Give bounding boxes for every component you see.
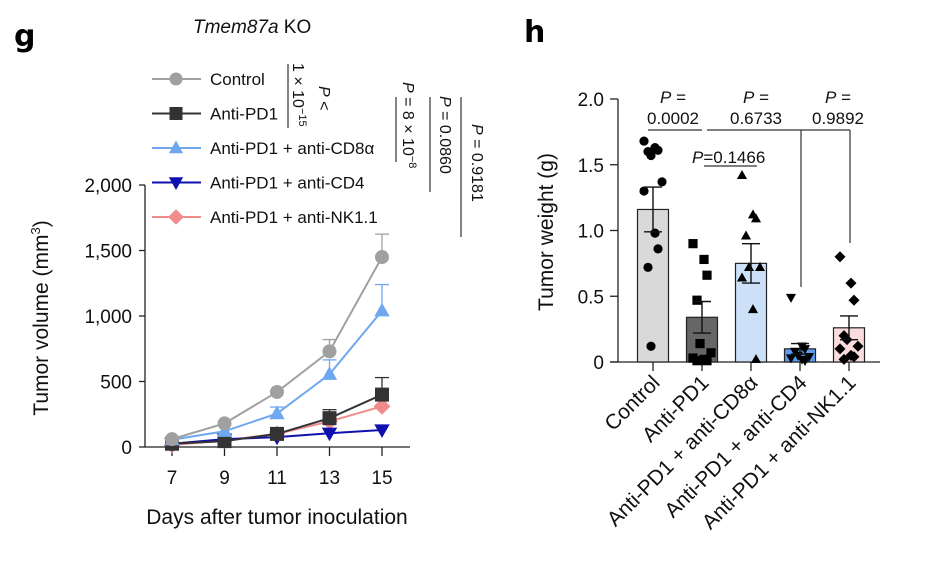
data-point bbox=[374, 302, 390, 317]
p-value-label: 0.9892 bbox=[812, 109, 864, 128]
data-point bbox=[373, 397, 391, 415]
y-tick-label: 1,500 bbox=[84, 242, 132, 263]
data-point bbox=[217, 416, 232, 431]
data-point bbox=[834, 251, 846, 263]
data-point bbox=[653, 244, 663, 254]
data-point bbox=[736, 169, 748, 179]
p-value-label: 0.6733 bbox=[730, 109, 782, 128]
data-point bbox=[322, 344, 337, 359]
data-point bbox=[375, 387, 389, 402]
legend-label: Anti-PD1 + anti-CD4 bbox=[210, 174, 364, 193]
y-tick-label: 500 bbox=[100, 373, 132, 394]
data-point bbox=[706, 348, 716, 358]
data-point bbox=[322, 411, 337, 426]
y-tick-label: 0 bbox=[121, 438, 132, 459]
chart-g-title-gene: Tmem87a bbox=[193, 17, 279, 38]
data-point bbox=[834, 343, 846, 355]
y-tick-label: 2.0 bbox=[578, 90, 604, 111]
data-point bbox=[688, 239, 698, 249]
p-value-label: P = bbox=[660, 88, 686, 107]
x-tick-label: 11 bbox=[267, 468, 287, 489]
data-point bbox=[750, 354, 762, 364]
x-axis-title: Days after tumor inoculation bbox=[146, 506, 407, 529]
data-point bbox=[269, 405, 285, 420]
data-point bbox=[374, 424, 390, 439]
data-point bbox=[838, 353, 850, 365]
data-point bbox=[692, 295, 702, 305]
data-point bbox=[799, 345, 811, 355]
data-point bbox=[702, 356, 712, 366]
p-value-label: P=0.1466 bbox=[692, 148, 765, 167]
data-point bbox=[692, 356, 702, 366]
data-point bbox=[702, 270, 712, 280]
x-tick-label: 9 bbox=[219, 468, 230, 489]
y-axis-title: Tumor weight (g) bbox=[535, 153, 558, 311]
data-point bbox=[653, 145, 663, 155]
data-point bbox=[321, 427, 338, 442]
panel-label-g: g bbox=[14, 19, 35, 54]
legend-label: Anti-PD1 bbox=[210, 105, 278, 124]
p-value-label: 0.0002 bbox=[647, 109, 699, 128]
y-tick-label: 0.5 bbox=[578, 287, 604, 308]
data-point bbox=[270, 384, 284, 399]
y-tick-label: 2,000 bbox=[84, 176, 132, 197]
data-point bbox=[270, 426, 284, 441]
panel-label-h: h bbox=[524, 15, 545, 50]
data-point bbox=[740, 230, 752, 240]
legend-marker bbox=[169, 72, 183, 86]
y-axis-title: Tumor volume (mm3) bbox=[28, 220, 53, 415]
data-point bbox=[848, 351, 860, 363]
data-point bbox=[165, 432, 179, 447]
y-tick-label: 1,000 bbox=[84, 307, 132, 328]
data-point bbox=[217, 434, 232, 449]
data-point bbox=[639, 186, 649, 196]
data-point bbox=[321, 366, 338, 380]
data-point bbox=[643, 262, 653, 272]
x-tick-label: 7 bbox=[167, 468, 178, 489]
data-point bbox=[785, 354, 797, 364]
data-point bbox=[845, 277, 857, 289]
data-point bbox=[639, 136, 649, 146]
data-point bbox=[754, 262, 766, 271]
legend-label: Anti-PD1 + anti-CD8α bbox=[210, 139, 374, 158]
chart-g-title: Tmem87a KO bbox=[193, 17, 311, 38]
y-tick-label: 0 bbox=[593, 353, 604, 374]
p-value-annotation: P = 0.0860 bbox=[436, 96, 453, 174]
legend-marker bbox=[168, 209, 184, 225]
data-point bbox=[747, 304, 759, 314]
p-value-annotation: P = 0.9181 bbox=[468, 124, 485, 202]
legend-marker bbox=[169, 107, 183, 120]
data-point bbox=[736, 272, 748, 282]
series-line bbox=[171, 310, 383, 441]
data-point bbox=[695, 338, 705, 349]
data-point bbox=[375, 250, 389, 265]
data-point bbox=[852, 340, 864, 352]
x-tick-label: 13 bbox=[319, 468, 340, 489]
p-value-annotation: P = 8 × 10−8 bbox=[399, 82, 418, 168]
y-tick-label: 1.0 bbox=[578, 222, 604, 243]
legend-marker bbox=[168, 140, 184, 154]
chart-g-title-suffix: KO bbox=[279, 17, 312, 38]
data-point bbox=[750, 213, 762, 223]
p-value-label: P = bbox=[743, 88, 769, 107]
data-point bbox=[699, 254, 709, 265]
data-point bbox=[785, 293, 797, 303]
p-value-label: P = bbox=[825, 88, 851, 107]
legend-marker bbox=[168, 177, 184, 190]
y-tick-label: 1.5 bbox=[578, 156, 604, 177]
p-value-annotation: 1 × 10−15 bbox=[289, 63, 308, 127]
data-point bbox=[646, 341, 656, 351]
data-point bbox=[657, 177, 667, 187]
legend-label: Anti-PD1 + anti-NK1.1 bbox=[210, 208, 378, 227]
p-value-annotation: P < bbox=[315, 86, 332, 110]
data-point bbox=[650, 228, 660, 238]
data-point bbox=[848, 294, 860, 306]
legend-label: Control bbox=[210, 70, 265, 89]
x-tick-label: 15 bbox=[371, 468, 392, 489]
data-point bbox=[799, 357, 811, 366]
chart-g: 0 500 1,000 1,500 2,000 7 9 11 13 15 Days after tu… bbox=[28, 63, 485, 529]
data-point bbox=[646, 150, 656, 161]
